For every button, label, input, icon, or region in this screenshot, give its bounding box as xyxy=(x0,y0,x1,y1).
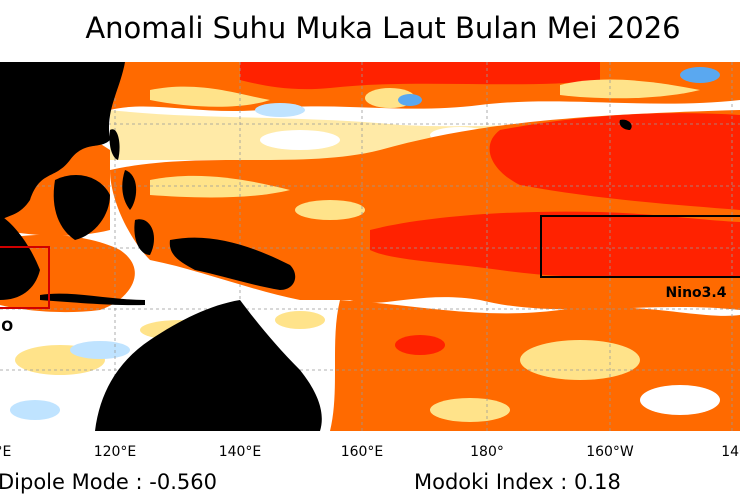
map-shape xyxy=(680,67,720,83)
map-shape xyxy=(260,130,340,150)
map-shape xyxy=(95,300,322,431)
io-box xyxy=(0,246,50,309)
map-shape xyxy=(619,119,632,130)
sst-map xyxy=(0,62,740,431)
map-shape xyxy=(40,293,145,306)
lon-label: 160°E xyxy=(341,444,384,460)
map-shape xyxy=(430,398,510,422)
map-shape xyxy=(169,237,296,290)
map-shape xyxy=(395,335,445,355)
grid-line xyxy=(0,62,740,431)
map-shape xyxy=(70,341,130,359)
map-shape xyxy=(134,219,155,255)
map-shape xyxy=(0,62,632,431)
map-shape xyxy=(0,234,135,313)
map-shape xyxy=(240,62,600,90)
lon-label: 160°W xyxy=(586,444,634,460)
lon-label: 140°W xyxy=(721,444,740,460)
map-shape xyxy=(295,200,365,220)
map-shape xyxy=(150,175,290,198)
region-label: Nino3.4 xyxy=(666,285,727,301)
lon-label: 180° xyxy=(470,444,504,460)
map-shape xyxy=(275,311,325,329)
map-shape xyxy=(370,211,740,278)
map-shape xyxy=(0,62,125,220)
map-shape xyxy=(520,340,640,380)
map-shape xyxy=(398,94,422,106)
lon-label: 140°E xyxy=(219,444,262,460)
longitude-labels: 100°E 120°E 140°E 160°E 180° 160°W 140°W xyxy=(0,444,740,460)
lon-label: 120°E xyxy=(94,444,137,460)
map-shape xyxy=(560,79,700,99)
map-shape xyxy=(0,215,40,300)
nino34-box xyxy=(540,215,740,278)
title: Anomali Suhu Muka Laut Bulan Mei 2026 xyxy=(85,11,680,45)
map-shape xyxy=(10,400,60,420)
lon-label: 100°E xyxy=(0,444,11,460)
region-label: IO xyxy=(0,319,13,335)
map-shape xyxy=(150,86,270,107)
footer-right: Modoki Index : 0.18 xyxy=(414,470,621,494)
map-shape xyxy=(255,103,305,117)
footer-left: Dipole Mode : -0.560 xyxy=(0,470,217,494)
map-shape xyxy=(640,385,720,415)
map-shape xyxy=(53,175,110,240)
map-shape xyxy=(109,129,120,160)
map-shape xyxy=(122,170,137,210)
